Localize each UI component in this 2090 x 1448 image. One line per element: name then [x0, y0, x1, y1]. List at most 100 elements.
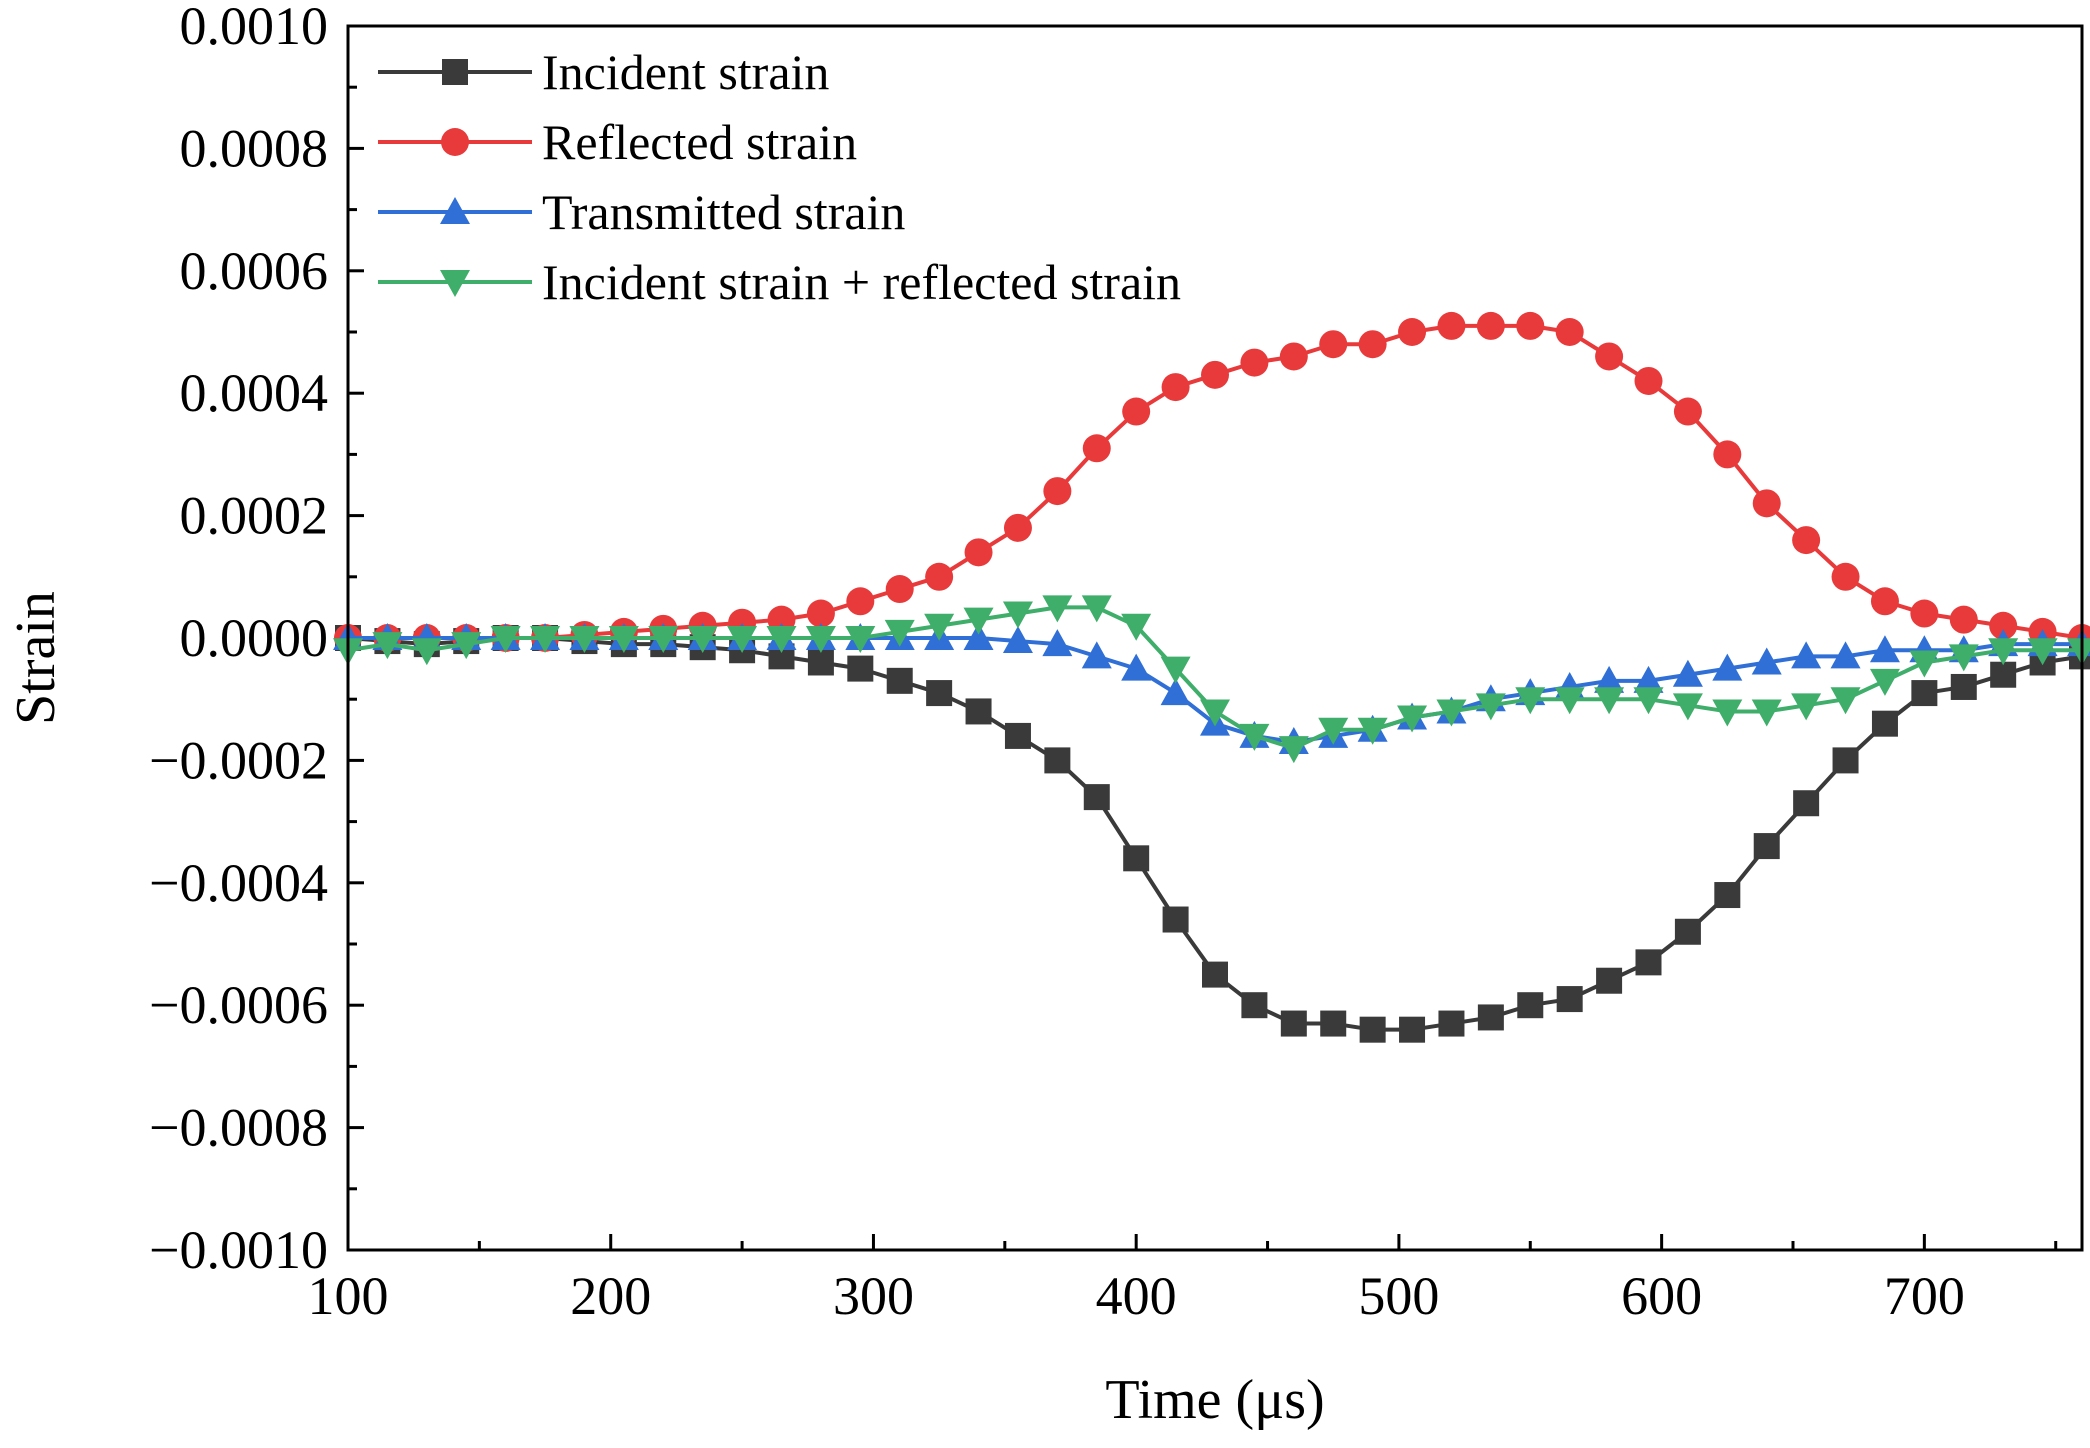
data-point-marker [1792, 526, 1821, 555]
data-point-marker [1240, 348, 1269, 377]
data-point-marker [1121, 653, 1152, 681]
data-point-marker [1279, 342, 1308, 371]
data-point-marker [1516, 311, 1545, 340]
data-point-marker [1358, 330, 1387, 359]
data-point-marker [1714, 882, 1741, 909]
data-point-marker [451, 632, 482, 660]
data-point-marker [1359, 1016, 1386, 1043]
data-point-marker [1042, 629, 1073, 657]
data-point-marker [490, 626, 521, 653]
data-point-marker [1909, 650, 1940, 678]
x-tick-label: 100 [308, 1266, 389, 1326]
data-point-marker [1397, 705, 1428, 733]
y-tick-label: −0.0010 [149, 1220, 328, 1280]
data-point-marker [1399, 1016, 1426, 1043]
data-point-marker [1948, 644, 1979, 672]
data-point-marker [1672, 693, 1703, 721]
plot-frame [346, 24, 2084, 1252]
data-point-marker [1044, 747, 1071, 774]
legend-label: Incident strain [542, 44, 829, 100]
data-point-marker [1596, 967, 1623, 994]
data-point-marker [442, 59, 468, 85]
data-point-marker [806, 599, 835, 628]
legend-label: Transmitted strain [542, 184, 905, 240]
data-point-marker [1556, 986, 1583, 1013]
y-tick-label: −0.0008 [149, 1098, 328, 1158]
data-point-marker [1320, 1010, 1347, 1037]
data-point-marker [1712, 653, 1743, 681]
y-tick-label: −0.0006 [149, 975, 328, 1035]
data-point-marker [1002, 601, 1033, 629]
data-point-marker [1162, 906, 1189, 933]
data-point-marker [1911, 680, 1938, 707]
data-point-marker [440, 197, 470, 224]
data-point-marker [440, 270, 470, 297]
data-point-marker [2027, 638, 2058, 666]
legend: Incident strain Reflected strain Transmitt… [378, 44, 1181, 310]
data-point-marker [1082, 434, 1111, 463]
data-point-marker [1988, 638, 2019, 666]
data-point-marker [1002, 626, 1033, 654]
data-point-marker [1595, 342, 1624, 371]
data-point-marker [1793, 790, 1820, 817]
data-point-marker [1318, 717, 1349, 745]
data-point-marker [1202, 961, 1228, 988]
y-tick-label: 0.0002 [180, 486, 329, 546]
data-point-marker [1791, 641, 1822, 669]
data-point-marker [1003, 513, 1032, 542]
data-point-marker [1989, 611, 2018, 640]
y-tick-label: 0.0008 [180, 118, 329, 178]
data-point-marker [1160, 678, 1191, 706]
data-point-marker [1635, 949, 1662, 976]
data-point-marker [1160, 656, 1191, 684]
data-point-marker [687, 626, 718, 653]
data-point-marker [1753, 833, 1780, 860]
legend-entry: Incident strain [378, 44, 829, 100]
data-point-marker [1517, 992, 1544, 1019]
data-point-marker [925, 562, 954, 591]
data-point-marker [1357, 717, 1388, 745]
data-point-marker [1436, 699, 1467, 727]
data-point-marker [965, 698, 992, 725]
series-layer [333, 311, 2090, 1043]
data-point-marker [1239, 723, 1270, 751]
series-0 [335, 625, 2090, 1043]
data-point-marker [884, 619, 915, 647]
y-axis-label: Strain [5, 591, 67, 725]
data-point-marker [1319, 330, 1348, 359]
x-tick-label: 500 [1358, 1266, 1439, 1326]
data-point-marker [766, 626, 797, 653]
data-point-marker [1555, 318, 1584, 346]
data-point-marker [1083, 784, 1110, 811]
data-point-marker [1870, 587, 1899, 616]
data-point-marker [1438, 1010, 1465, 1037]
x-tick-label: 600 [1621, 1266, 1702, 1326]
data-point-marker [1673, 397, 1702, 426]
data-point-marker [1475, 693, 1506, 721]
data-point-marker [1830, 641, 1861, 669]
series-1 [334, 311, 2090, 652]
data-point-marker [1633, 665, 1664, 693]
data-point-marker [1123, 845, 1150, 872]
y-tick-label: 0.0004 [180, 363, 329, 423]
data-point-marker [1398, 318, 1427, 346]
data-point-marker [1751, 647, 1782, 675]
legend-entry: Transmitted strain [378, 184, 905, 240]
data-point-marker [441, 128, 469, 156]
data-point-marker [2067, 638, 2090, 666]
data-point-marker [1633, 687, 1664, 715]
data-point-marker [1949, 605, 1978, 634]
data-point-marker [372, 632, 403, 660]
data-point-marker [1043, 477, 1072, 506]
data-point-marker [1280, 1010, 1307, 1037]
data-point-marker [1476, 311, 1505, 340]
x-axis-ticks: 100 200 300 400 500 600 700 [308, 1234, 2058, 1326]
data-point-marker [1713, 440, 1742, 469]
data-point-marker [608, 626, 639, 653]
data-point-marker [846, 587, 875, 616]
data-point-marker [847, 655, 874, 682]
y-tick-label: 0.0000 [180, 608, 329, 668]
data-point-marker [1042, 595, 1073, 623]
x-axis-label: Time (μs) [1105, 1369, 1324, 1431]
